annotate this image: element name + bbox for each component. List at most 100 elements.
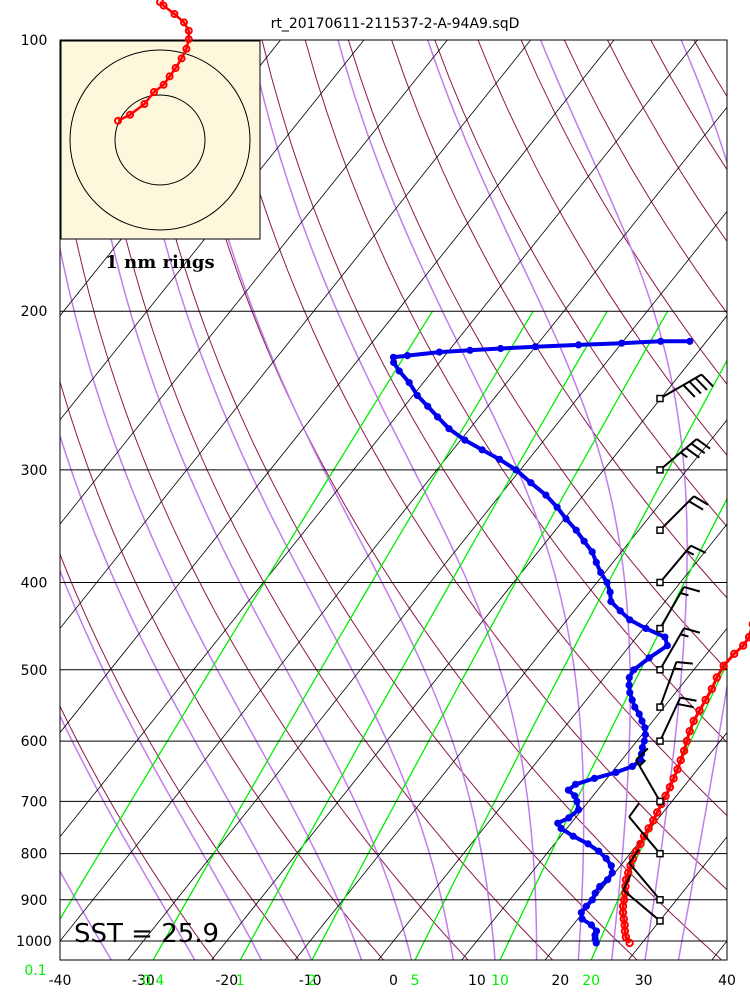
- dewpoint-point: [395, 367, 403, 375]
- dewpoint-point: [405, 379, 413, 387]
- isotherm: [60, 40, 448, 525]
- x-tick-label: 10: [468, 973, 486, 989]
- dewpoint-point: [602, 854, 610, 863]
- temperature-point: [628, 854, 638, 863]
- background-lines: [60, 40, 727, 960]
- wind-barb: [656, 627, 701, 674]
- dry-adiabat: [563, 40, 727, 314]
- hodograph-ring: [69, 49, 251, 231]
- y-tick-label: 200: [21, 304, 48, 320]
- dewpoint-point: [686, 337, 694, 345]
- dewpoint-point: [657, 337, 665, 345]
- hodograph-point: [126, 110, 134, 119]
- moist-adiabat: [337, 40, 585, 960]
- dewpoint-point: [597, 568, 605, 577]
- isotherm: [544, 731, 727, 960]
- dewpoint-point: [580, 537, 588, 545]
- wind-barb: [656, 696, 697, 745]
- dewpoint-point: [625, 681, 633, 689]
- dewpoint-point: [592, 927, 601, 935]
- temperature-profile: [621, 628, 750, 944]
- temperature-point: [649, 816, 658, 825]
- temperature-point: [739, 641, 748, 650]
- dewpoint-point: [641, 724, 649, 732]
- dewpoint-point: [512, 466, 520, 474]
- mixing-ratio-label: 20: [582, 973, 600, 989]
- hodograph-point: [140, 100, 149, 108]
- y-tick-label: 1000: [16, 934, 52, 950]
- sst-label: SST = 25.9: [74, 919, 219, 949]
- dewpoint-point: [645, 654, 653, 662]
- moist-adiabat: [124, 40, 455, 960]
- wind-barb: [656, 586, 701, 633]
- isotherm: [711, 940, 727, 960]
- isotherm: [60, 40, 698, 838]
- hodograph-point: [156, 0, 164, 6]
- temperature-point: [679, 746, 689, 755]
- dewpoint-point: [572, 526, 580, 534]
- y-tick-label: 500: [21, 663, 48, 679]
- temperature-point: [661, 791, 670, 800]
- dewpoint-point: [663, 642, 672, 650]
- dewpoint-point: [618, 339, 626, 347]
- dewpoint-point: [638, 744, 647, 752]
- dewpoint-point: [403, 352, 411, 360]
- dewpoint-point: [626, 616, 634, 624]
- moist-adiabat: [539, 40, 688, 960]
- temperature-point: [744, 632, 750, 642]
- dewpoint-point: [461, 436, 469, 444]
- dewpoint-point: [527, 479, 535, 487]
- dewpoint-point: [554, 819, 562, 827]
- dewpoint-point: [569, 832, 577, 840]
- dewpoint-profile: [391, 339, 690, 944]
- temperature-point: [669, 774, 678, 783]
- dry-adiabat: [261, 40, 727, 817]
- isotherm: [294, 419, 727, 960]
- dewpoint-point: [553, 503, 561, 511]
- y-tick-label: 400: [21, 575, 48, 591]
- mixing-ratio-label: 5: [411, 973, 420, 989]
- mixing-ratio-label: 1: [236, 973, 245, 989]
- mixing-ratio-label: 0.4: [142, 973, 164, 989]
- dewpoint-point: [590, 774, 599, 783]
- x-tick-label: -30: [132, 973, 155, 989]
- dewpoint-point: [604, 876, 612, 884]
- dewpoint-point: [574, 341, 583, 349]
- mixing-ratio-line: [152, 310, 534, 960]
- mixing-ratio-label: 2: [307, 973, 316, 989]
- wind-barb: [656, 495, 709, 534]
- x-tick-label: 30: [635, 973, 653, 989]
- dewpoint-point: [582, 902, 591, 910]
- dewpoint-point: [642, 624, 650, 633]
- wind-barb: [628, 802, 664, 858]
- dry-adiabat: [60, 552, 300, 960]
- dewpoint-point: [596, 882, 604, 891]
- hodograph-point: [159, 80, 168, 89]
- temperature-point: [682, 736, 691, 746]
- dry-adiabat: [477, 40, 727, 457]
- isotherm: [461, 627, 727, 960]
- hodograph-point: [180, 18, 188, 27]
- x-tick-label: -10: [299, 973, 322, 989]
- hodograph-point: [184, 26, 193, 35]
- isotherm: [60, 40, 365, 421]
- dewpoint-point: [557, 824, 565, 833]
- moist-adiabat: [60, 714, 196, 960]
- dewpoint-point: [631, 703, 639, 711]
- hodograph: [60, 0, 261, 240]
- hodograph-trace: [117, 1, 191, 122]
- isotherm: [60, 106, 727, 942]
- wind-barb: [628, 849, 664, 904]
- isotherm: [211, 315, 727, 960]
- x-tick-label: -40: [49, 973, 72, 989]
- mixing-ratio-line: [311, 310, 669, 960]
- dewpoint-point: [413, 391, 421, 399]
- hodograph-point: [182, 44, 191, 53]
- dewpoint-point: [606, 588, 614, 596]
- temperature-point: [673, 765, 682, 774]
- dry-adiabat: [304, 40, 727, 744]
- temperature-point: [644, 824, 653, 833]
- dewpoint-point: [495, 455, 504, 463]
- dewpoint-point: [587, 921, 596, 929]
- dewpoint-point: [603, 578, 611, 587]
